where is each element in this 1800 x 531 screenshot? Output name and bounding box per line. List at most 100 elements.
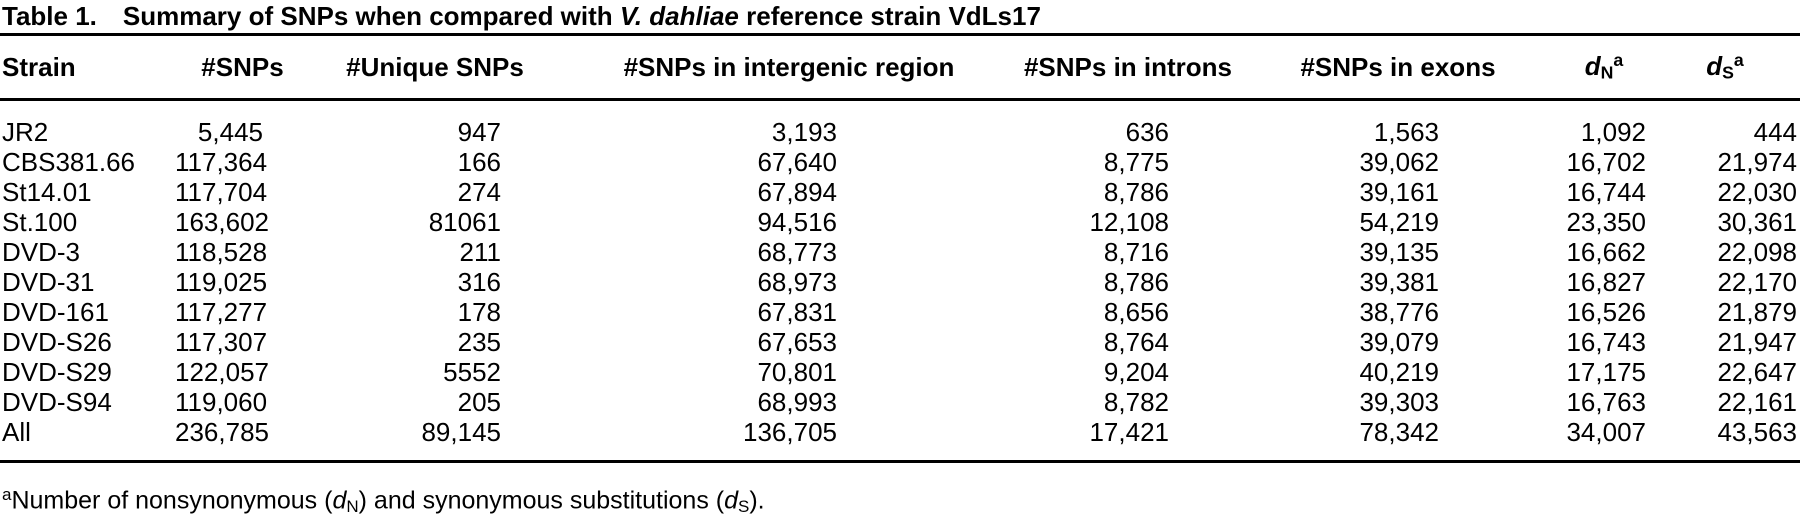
- strain-cell: All: [0, 417, 175, 463]
- value-cell: 39,161: [1359, 177, 1439, 207]
- footnote-subscript: N: [346, 497, 359, 517]
- strain-cell: DVD-3: [2, 237, 81, 267]
- value-cell: 21,974: [1717, 147, 1797, 177]
- value-cell: 68,773: [757, 237, 837, 267]
- value-cell: 39,135: [1359, 237, 1439, 267]
- value-cell: 117,277: [175, 297, 268, 327]
- strain-cell: CBS381.66: [2, 147, 135, 177]
- value-cell: 178: [457, 297, 501, 327]
- value-cell: 39,079: [1359, 327, 1439, 357]
- value-cell: 39,062: [1359, 147, 1439, 177]
- value-cell: 8,764: [1103, 327, 1169, 357]
- table-row: DVD-S94 119,060 205 68,993 8,782 39,303 16,763…: [0, 387, 1800, 417]
- value-cell: 22,647: [1717, 357, 1797, 387]
- value-cell: 5,445: [197, 117, 263, 147]
- snp-summary-table: Strain #SNPs #Unique SNPs #SNPs in intergen…: [0, 33, 1800, 463]
- value-cell: 16,526: [1566, 297, 1646, 327]
- value-cell: 38,776: [1359, 297, 1439, 327]
- value-cell: 8,656: [1103, 297, 1169, 327]
- column-header: #Unique SNPs: [310, 33, 560, 101]
- value-cell: 94,516: [757, 207, 837, 237]
- value-cell: 636: [1125, 117, 1169, 147]
- strain-cell: DVD-161: [2, 297, 109, 327]
- column-header: #SNPs in exons: [1238, 33, 1558, 101]
- value-cell: 39,303: [1359, 387, 1439, 417]
- table-row: JR2 5,445 947 3,193 636 1,563 1,092 444: [0, 100, 1800, 148]
- footnote-text: Number of nonsynonymous (: [11, 486, 333, 515]
- value-cell: 22,098: [1717, 237, 1797, 267]
- value-cell: 118,528: [175, 237, 268, 267]
- value-cell: 163,602: [175, 207, 269, 237]
- table-row: DVD-S26 117,307 235 67,653 8,764 39,079 16,743…: [0, 327, 1800, 357]
- strain-cell: DVD-S94: [2, 387, 112, 417]
- value-cell: 166: [457, 147, 501, 177]
- value-cell: 21,879: [1717, 297, 1797, 327]
- column-header: #SNPs in introns: [1018, 33, 1238, 101]
- value-cell: 54,219: [1359, 207, 1439, 237]
- value-cell: 17,175: [1566, 357, 1646, 387]
- column-header: dNa: [1558, 33, 1650, 101]
- column-header: #SNPs: [175, 33, 310, 101]
- value-cell: 16,763: [1566, 387, 1646, 417]
- footnote-subscript: S: [738, 497, 750, 517]
- table-title-text: Summary of SNPs when compared with: [122, 1, 620, 31]
- value-cell: 68,973: [757, 267, 837, 297]
- value-cell: 30,361: [1717, 207, 1797, 237]
- strain-cell: DVD-S26: [2, 327, 112, 357]
- value-cell: 9,204: [1103, 357, 1169, 387]
- table-title: Table 1. Summary of SNPs when compared wi…: [0, 0, 1800, 33]
- value-cell: 89,145: [310, 417, 560, 463]
- value-cell: 22,170: [1717, 267, 1797, 297]
- value-cell: 274: [457, 177, 501, 207]
- value-cell: 21,947: [1717, 327, 1797, 357]
- value-cell: 3,193: [771, 117, 837, 147]
- value-cell: 39,381: [1359, 267, 1439, 297]
- table-row: St14.01 117,704 274 67,894 8,786 39,161 16,744…: [0, 177, 1800, 207]
- value-cell: 12,108: [1089, 207, 1169, 237]
- table-row: All 236,785 89,145 136,705 17,421 78,342 34,00…: [0, 417, 1800, 463]
- table-number-label: Table 1.: [2, 1, 97, 31]
- value-cell: 136,705: [560, 417, 1018, 463]
- column-header: Strain: [0, 33, 175, 101]
- value-cell: 16,743: [1566, 327, 1646, 357]
- value-cell: 34,007: [1558, 417, 1650, 463]
- value-cell: 70,801: [757, 357, 837, 387]
- value-cell: 67,894: [757, 177, 837, 207]
- value-cell: 122,057: [175, 357, 269, 387]
- value-cell: 67,640: [757, 147, 837, 177]
- column-header: #SNPs in intergenic region: [560, 33, 1018, 101]
- value-cell: 235: [457, 327, 501, 357]
- value-cell: 16,702: [1566, 147, 1646, 177]
- value-cell: 117,364: [175, 147, 268, 177]
- strain-cell: St14.01: [2, 177, 92, 207]
- value-cell: 119,025: [175, 267, 268, 297]
- value-cell: 8,786: [1103, 267, 1169, 297]
- table-footnote: aNumber of nonsynonymous (dN) and synony…: [0, 480, 1800, 522]
- value-cell: 5552: [443, 357, 501, 387]
- value-cell: 444: [1753, 117, 1797, 147]
- table-title-suffix: reference strain VdLs17: [738, 1, 1041, 31]
- footnote-italic: d: [332, 486, 347, 515]
- footnote-italic: d: [724, 486, 739, 515]
- strain-cell: St.100: [2, 207, 78, 237]
- value-cell: 117,307: [175, 327, 268, 357]
- value-cell: 8,775: [1103, 147, 1169, 177]
- value-cell: 22,030: [1717, 177, 1797, 207]
- footnote-superscript: a: [2, 485, 12, 504]
- value-cell: 316: [457, 267, 501, 297]
- value-cell: 22,161: [1717, 387, 1797, 417]
- strain-cell: JR2: [2, 117, 49, 147]
- table-row: St.100 163,602 81061 94,516 12,108 54,219 23,3…: [0, 207, 1800, 237]
- value-cell: 117,704: [175, 177, 268, 207]
- value-cell: 68,993: [757, 387, 837, 417]
- value-cell: 78,342: [1238, 417, 1558, 463]
- value-cell: 67,653: [757, 327, 837, 357]
- value-cell: 236,785: [175, 417, 310, 463]
- table-row: DVD-3 118,528 211 68,773 8,716 39,135 16,662 22…: [0, 237, 1800, 267]
- table-row: CBS381.66 117,364 166 67,640 8,775 39,062 16,7…: [0, 147, 1800, 177]
- table-row: DVD-S29 122,057 5552 70,801 9,204 40,219 17,17…: [0, 357, 1800, 387]
- table-header-row: Strain #SNPs #Unique SNPs #SNPs in intergen…: [0, 33, 1800, 101]
- strain-cell: DVD-S29: [2, 357, 112, 387]
- footnote-text: ).: [749, 486, 765, 515]
- footnote-text: ) and synonymous substitutions (: [358, 486, 725, 515]
